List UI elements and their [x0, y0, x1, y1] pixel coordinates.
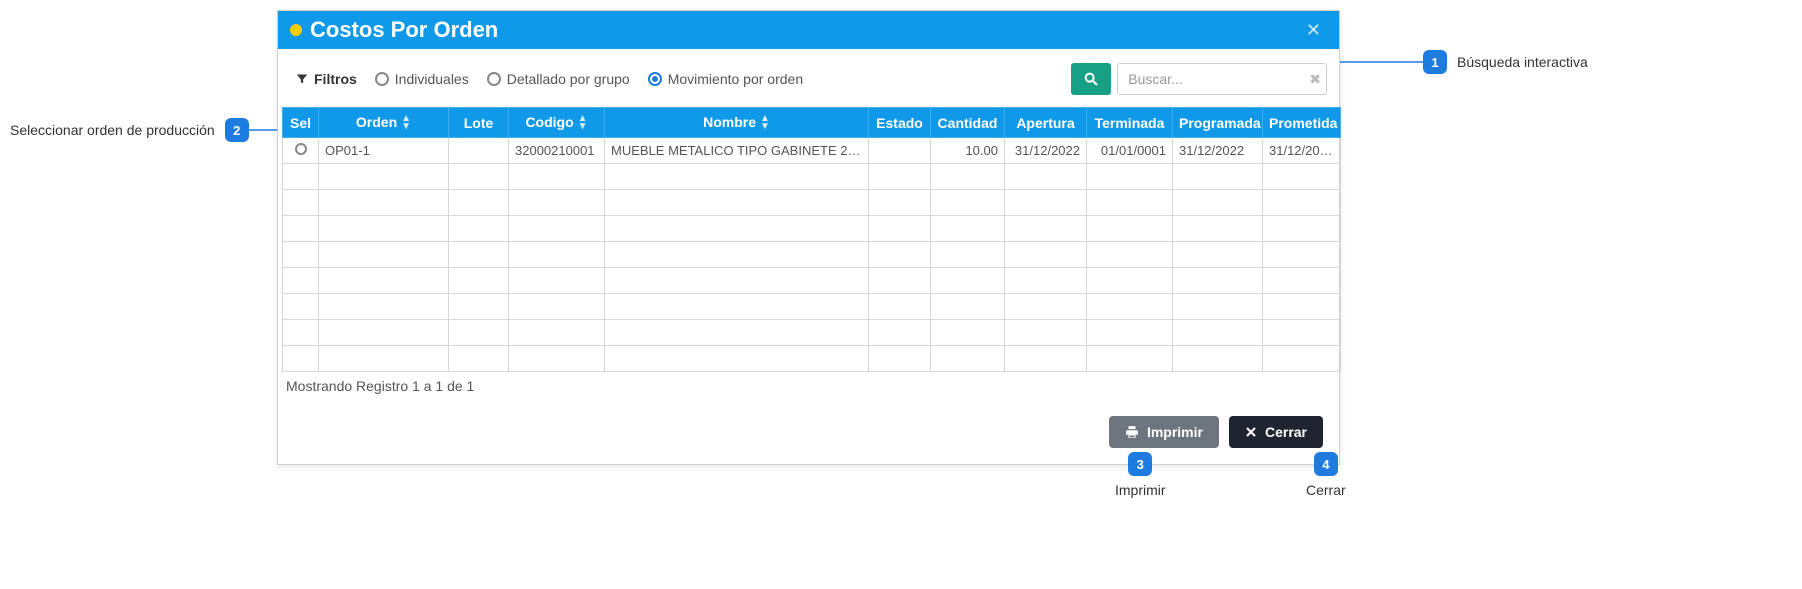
orders-table: SelOrden▲▼LoteCodigo▲▼Nombre▲▼EstadoCant…	[282, 107, 1341, 372]
clear-search-icon[interactable]: ✖	[1309, 71, 1321, 88]
filter-bar: Filtros Individuales Detallado por grupo…	[278, 49, 1339, 107]
col-header-lote: Lote	[449, 108, 509, 138]
annotation-3-text: Imprimir	[1115, 482, 1166, 498]
table-row-empty	[283, 242, 1341, 268]
search-input[interactable]	[1117, 63, 1327, 95]
radio-individuales-label: Individuales	[395, 71, 469, 87]
col-header-orden[interactable]: Orden▲▼	[319, 108, 449, 138]
cell-orden: OP01-1	[319, 138, 449, 164]
table-row-empty	[283, 190, 1341, 216]
cell-terminada: 01/01/0001	[1087, 138, 1173, 164]
radio-individuales[interactable]: Individuales	[375, 71, 469, 87]
header-dot-icon	[290, 24, 302, 36]
annotation-3: 3 Imprimir	[1115, 452, 1166, 498]
cell-nombre: MUEBLE METALICO TIPO GABINETE 2 PTAS	[605, 138, 869, 164]
filters-label-text: Filtros	[314, 71, 357, 87]
annotation-4: 4 Cerrar	[1306, 452, 1346, 498]
radio-movimiento-label: Movimiento por orden	[668, 71, 803, 87]
col-header-cantidad: Cantidad	[931, 108, 1005, 138]
col-header-terminada: Terminada	[1087, 108, 1173, 138]
radio-detallado[interactable]: Detallado por grupo	[487, 71, 630, 87]
annotation-1: 1 Búsqueda interactiva	[1423, 50, 1588, 74]
table-header-row: SelOrden▲▼LoteCodigo▲▼Nombre▲▼EstadoCant…	[283, 108, 1341, 138]
annotation-1-text: Búsqueda interactiva	[1457, 54, 1588, 70]
print-icon	[1125, 425, 1139, 439]
radio-movimiento[interactable]: Movimiento por orden	[648, 71, 803, 87]
search-button[interactable]	[1071, 63, 1111, 95]
close-icon[interactable]: ✕	[1300, 18, 1327, 43]
col-header-codigo[interactable]: Codigo▲▼	[509, 108, 605, 138]
col-header-nombre[interactable]: Nombre▲▼	[605, 108, 869, 138]
sort-icon: ▲▼	[760, 115, 770, 131]
close-button[interactable]: Cerrar	[1229, 416, 1323, 448]
row-select-radio[interactable]	[295, 143, 307, 155]
table-row-empty	[283, 268, 1341, 294]
cell-cantidad: 10.00	[931, 138, 1005, 164]
modal-header: Costos Por Orden ✕	[278, 11, 1339, 49]
cell-estado	[869, 138, 931, 164]
col-header-prometida: Prometida	[1263, 108, 1341, 138]
close-x-icon	[1245, 426, 1257, 438]
close-button-label: Cerrar	[1265, 424, 1307, 440]
col-header-sel: Sel	[283, 108, 319, 138]
col-header-apertura: Apertura	[1005, 108, 1087, 138]
annotation-4-text: Cerrar	[1306, 482, 1346, 498]
cell-prometida: 31/12/2023	[1263, 138, 1341, 164]
table-row-empty	[283, 320, 1341, 346]
table-row[interactable]: OP01-1 32000210001MUEBLE METALICO TIPO GA…	[283, 138, 1341, 164]
annotation-4-num: 4	[1314, 452, 1338, 476]
col-header-programada: Programada	[1173, 108, 1263, 138]
radio-detallado-label: Detallado por grupo	[507, 71, 630, 87]
filter-icon	[296, 73, 308, 85]
table-row-empty	[283, 216, 1341, 242]
annotation-2-text: Seleccionar orden de producción	[10, 122, 215, 138]
sort-icon: ▲▼	[578, 115, 588, 131]
sort-icon: ▲▼	[401, 115, 411, 131]
print-button[interactable]: Imprimir	[1109, 416, 1219, 448]
table-row-empty	[283, 294, 1341, 320]
cell-programada: 31/12/2022	[1173, 138, 1263, 164]
col-header-estado: Estado	[869, 108, 931, 138]
annotation-1-num: 1	[1423, 50, 1447, 74]
annotation-2: Seleccionar orden de producción 2	[10, 118, 249, 142]
table-row-empty	[283, 164, 1341, 190]
filters-label: Filtros	[296, 71, 357, 87]
cell-apertura: 31/12/2022	[1005, 138, 1087, 164]
print-button-label: Imprimir	[1147, 424, 1203, 440]
modal-title: Costos Por Orden	[310, 17, 498, 43]
table-row-empty	[283, 346, 1341, 372]
costos-por-orden-modal: Costos Por Orden ✕ Filtros Individuales …	[277, 10, 1340, 465]
pager-text: Mostrando Registro 1 a 1 de 1	[278, 372, 1339, 404]
cell-lote	[449, 138, 509, 164]
annotation-2-num: 2	[225, 118, 249, 142]
cell-codigo: 32000210001	[509, 138, 605, 164]
search-icon	[1083, 71, 1099, 87]
annotation-3-num: 3	[1128, 452, 1152, 476]
cell-sel[interactable]	[283, 138, 319, 164]
modal-footer: Imprimir Cerrar	[278, 404, 1339, 464]
